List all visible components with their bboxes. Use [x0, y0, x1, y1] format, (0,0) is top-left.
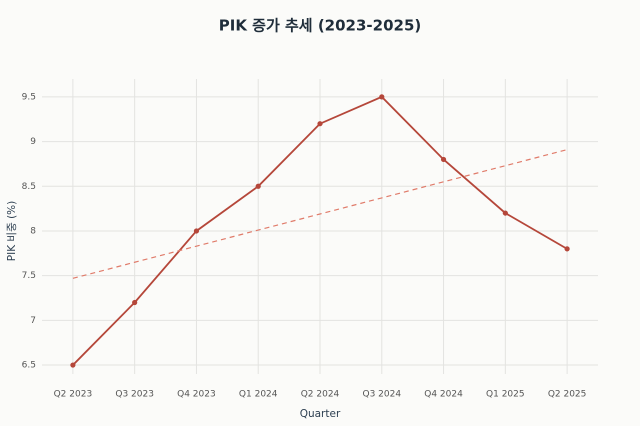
x-axis-label: Quarter — [300, 408, 341, 420]
y-tick-label: 7 — [30, 316, 36, 326]
x-tick-label: Q2 2025 — [548, 390, 587, 400]
y-tick-label: 9 — [30, 137, 36, 147]
x-tick-label: Q1 2025 — [486, 390, 525, 400]
point — [564, 246, 570, 252]
series-line — [72, 149, 568, 279]
x-tick-label: Q3 2024 — [362, 390, 401, 400]
x-tick-label: Q2 2024 — [301, 390, 340, 400]
y-tick-label: 8.5 — [22, 182, 36, 192]
y-axis-label: PIK 비중 (%) — [6, 201, 18, 261]
point — [379, 94, 385, 100]
point — [132, 299, 138, 306]
point — [70, 362, 76, 368]
point — [317, 121, 323, 127]
chart-title: PIK 증가 추세 (2023-2025) — [219, 17, 422, 35]
y-tick-label: 6.5 — [22, 361, 36, 371]
point — [193, 228, 200, 234]
point — [440, 156, 447, 163]
x-tick-label: Q3 2023 — [115, 390, 154, 400]
x-tick-label: Q2 2023 — [54, 390, 93, 400]
y-tick-label: 7.5 — [22, 271, 36, 281]
y-tick-label: 8 — [30, 226, 36, 236]
point — [502, 210, 508, 216]
x-tick-label: Q1 2024 — [239, 390, 278, 400]
point — [255, 183, 261, 189]
x-tick-label: Q4 2023 — [177, 390, 216, 400]
x-tick-label: Q4 2024 — [424, 390, 463, 400]
y-tick-label: 9.5 — [22, 92, 36, 102]
